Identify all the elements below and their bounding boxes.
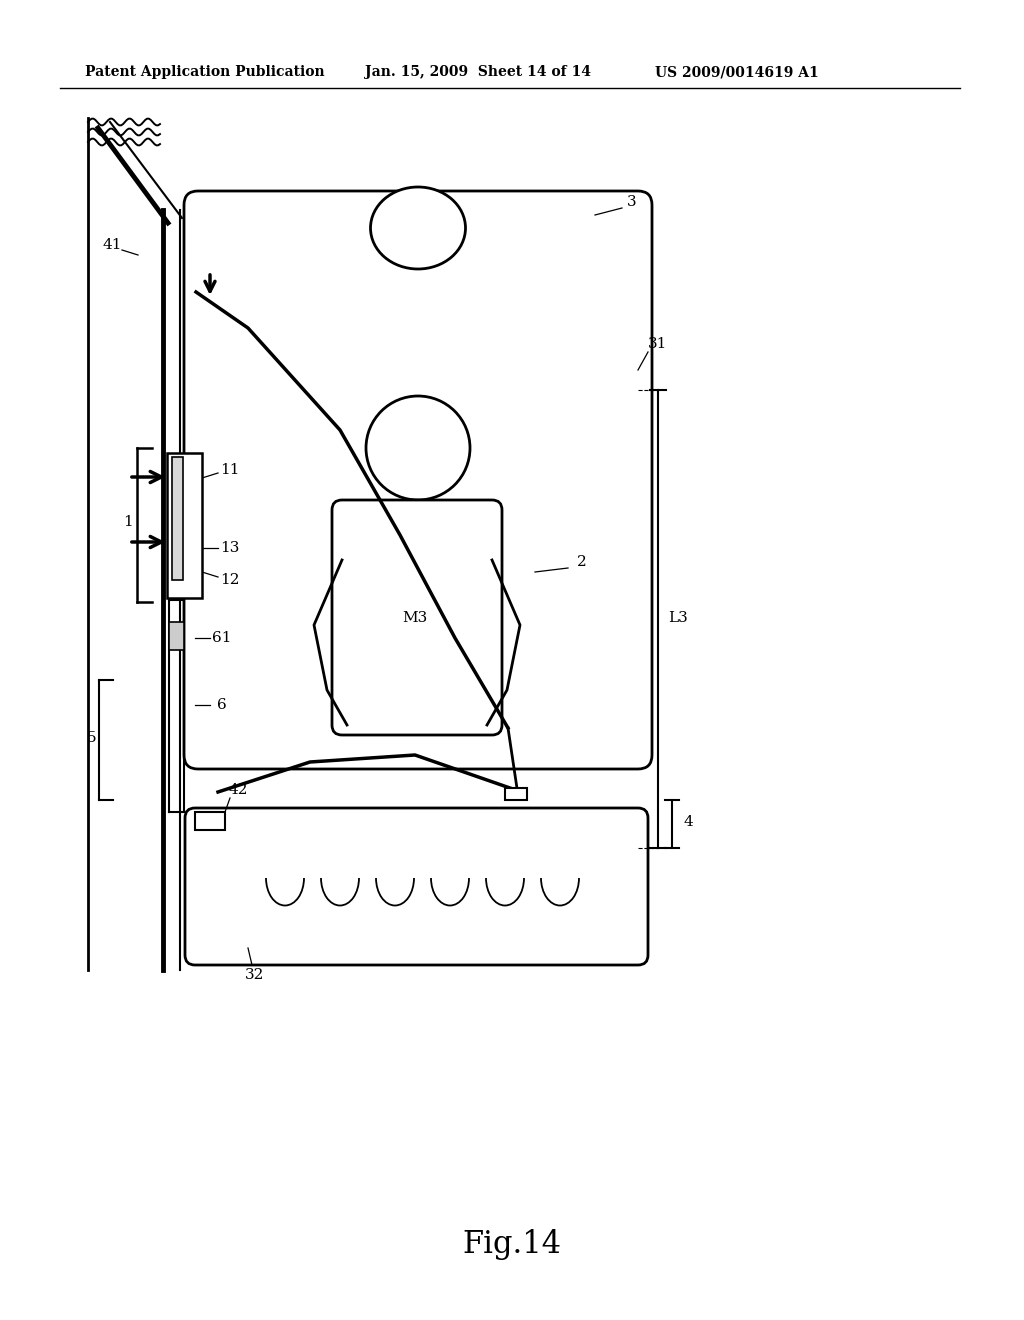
FancyBboxPatch shape [185,808,648,965]
FancyBboxPatch shape [184,191,652,770]
Text: 42: 42 [228,783,248,797]
Bar [195,812,225,830]
Text: 3: 3 [627,195,637,209]
Text: 12: 12 [220,573,240,587]
Text: 13: 13 [220,541,240,554]
Text: 41: 41 [102,238,122,252]
Text: Fig.14: Fig.14 [463,1229,561,1261]
Text: 4: 4 [683,814,693,829]
Bar [505,788,527,800]
Text: Patent Application Publication: Patent Application Publication [85,65,325,79]
Text: 1: 1 [123,515,133,529]
Text: M3: M3 [402,611,428,624]
Text: 61: 61 [212,631,231,645]
Text: 5: 5 [87,731,97,744]
Bar [172,457,183,579]
Bar [169,622,184,649]
Text: 11: 11 [220,463,240,477]
Text: 31: 31 [648,337,668,351]
Text: 6: 6 [217,698,227,711]
Text: US 2009/0014619 A1: US 2009/0014619 A1 [655,65,819,79]
Text: Jan. 15, 2009  Sheet 14 of 14: Jan. 15, 2009 Sheet 14 of 14 [365,65,591,79]
Bar [167,453,202,598]
Ellipse shape [371,187,466,269]
Circle shape [366,396,470,500]
Text: 32: 32 [246,968,264,982]
Text: 2: 2 [578,554,587,569]
FancyBboxPatch shape [332,500,502,735]
Text: L3: L3 [668,611,688,624]
